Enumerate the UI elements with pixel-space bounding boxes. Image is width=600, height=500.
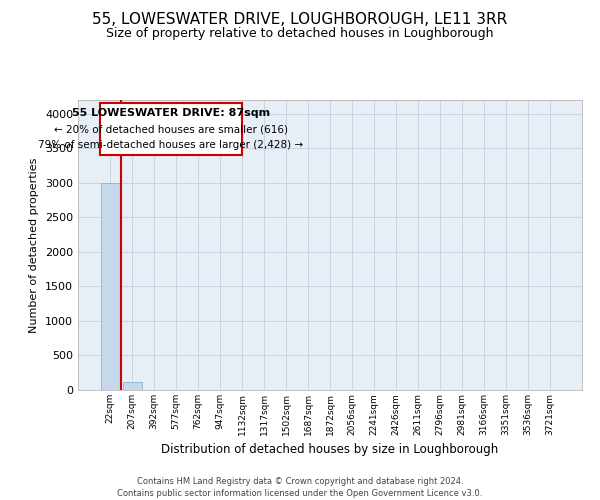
Text: Size of property relative to detached houses in Loughborough: Size of property relative to detached ho… [106,28,494,40]
X-axis label: Distribution of detached houses by size in Loughborough: Distribution of detached houses by size … [161,443,499,456]
Bar [101,183,119,390]
FancyBboxPatch shape [100,104,242,155]
Text: 55, LOWESWATER DRIVE, LOUGHBOROUGH, LE11 3RR: 55, LOWESWATER DRIVE, LOUGHBOROUGH, LE11… [92,12,508,28]
Y-axis label: Number of detached properties: Number of detached properties [29,158,40,332]
Text: ← 20% of detached houses are smaller (616): ← 20% of detached houses are smaller (61… [54,124,288,134]
Text: 55 LOWESWATER DRIVE: 87sqm: 55 LOWESWATER DRIVE: 87sqm [72,108,270,118]
Text: Contains HM Land Registry data © Crown copyright and database right 2024.: Contains HM Land Registry data © Crown c… [137,478,463,486]
Bar [123,382,142,390]
Text: Contains public sector information licensed under the Open Government Licence v3: Contains public sector information licen… [118,489,482,498]
Text: 79% of semi-detached houses are larger (2,428) →: 79% of semi-detached houses are larger (… [38,140,304,150]
